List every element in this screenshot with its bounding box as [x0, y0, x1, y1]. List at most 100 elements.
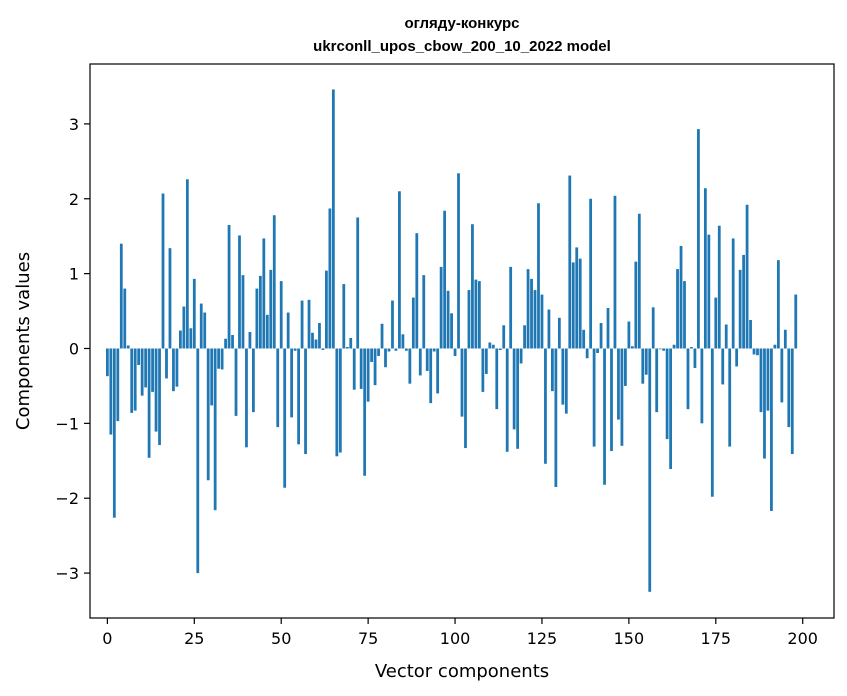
- bar-172: [703, 188, 707, 349]
- bar-157: [651, 307, 655, 349]
- bar-134: [571, 262, 575, 349]
- bar-137: [582, 329, 586, 349]
- bar-186: [752, 348, 756, 355]
- bar-27: [199, 303, 203, 349]
- bar-26: [196, 348, 200, 574]
- bar-131: [561, 348, 565, 405]
- bar-93: [429, 348, 433, 404]
- bar-116: [509, 266, 513, 349]
- bar-103: [464, 348, 467, 449]
- bar-155: [644, 348, 648, 375]
- bar-154: [641, 348, 645, 384]
- bar-105: [471, 224, 474, 349]
- bar-196: [787, 348, 791, 428]
- bar-127: [547, 309, 551, 349]
- bar-190: [766, 348, 770, 411]
- bar-71: [352, 348, 356, 390]
- y-tick-label: 1: [69, 265, 79, 284]
- bar-130: [557, 317, 561, 349]
- y-tick-label: −2: [55, 489, 79, 508]
- bar-144: [606, 308, 610, 349]
- bar-192: [773, 344, 777, 349]
- x-tick-label: 0: [102, 629, 112, 648]
- bar-110: [488, 342, 492, 349]
- bar-52: [286, 312, 290, 349]
- bar-102: [460, 348, 464, 417]
- bar-149: [624, 348, 627, 386]
- bar-187: [756, 348, 759, 356]
- bar-158: [655, 348, 659, 413]
- bar-112: [495, 348, 499, 410]
- bar-170: [697, 129, 700, 349]
- bar-41: [248, 332, 252, 349]
- bar-106: [474, 279, 478, 349]
- bar-147: [617, 348, 620, 420]
- bar-51: [283, 348, 287, 488]
- bar-28: [203, 312, 207, 349]
- bar-15: [158, 348, 161, 446]
- bar-54: [293, 348, 297, 351]
- bar-35: [227, 224, 231, 349]
- bar-122: [530, 278, 533, 349]
- bar-98: [446, 290, 450, 349]
- bar-88: [411, 297, 415, 349]
- bar-10: [140, 348, 144, 396]
- bar-129: [554, 348, 558, 487]
- bar-69: [345, 346, 349, 349]
- x-tick-label: 25: [184, 629, 204, 648]
- bar-33: [220, 348, 224, 370]
- bar-124: [537, 203, 540, 349]
- x-tick-label: 125: [527, 629, 558, 648]
- bar-100: [453, 348, 457, 356]
- bar-166: [683, 281, 686, 349]
- bar-161: [665, 348, 669, 440]
- bar-169: [693, 348, 697, 368]
- bar-198: [794, 294, 798, 349]
- bar-153: [637, 213, 641, 349]
- bar-113: [498, 348, 502, 350]
- bar-73: [359, 348, 363, 389]
- bar-168: [690, 346, 693, 349]
- bar-183: [742, 254, 745, 349]
- bar-65: [331, 89, 335, 349]
- bar-177: [721, 348, 725, 385]
- bar-150: [627, 321, 631, 349]
- bar-108: [481, 348, 485, 392]
- bar-23: [185, 179, 189, 349]
- bar-61: [318, 323, 321, 349]
- x-tick-label: 175: [701, 629, 732, 648]
- bar-87: [408, 348, 412, 384]
- bar-109: [484, 348, 488, 374]
- bar-142: [599, 323, 603, 349]
- bar-30: [210, 348, 214, 406]
- bar-182: [738, 269, 742, 349]
- bar-115: [505, 348, 509, 452]
- x-tick-label: 75: [358, 629, 378, 648]
- bar-48: [272, 215, 276, 349]
- bar-66: [335, 348, 339, 457]
- bar-148: [620, 348, 624, 446]
- bar-136: [578, 258, 582, 349]
- bar-16: [161, 193, 165, 349]
- x-axis-ticks: 0 25 50 75 100 125 150 175 200: [102, 618, 818, 648]
- bar-138: [585, 348, 589, 359]
- bar-0: [105, 348, 109, 377]
- bar-46: [265, 314, 269, 349]
- bar-185: [749, 320, 752, 349]
- bar-195: [783, 329, 787, 349]
- bar-189: [763, 348, 766, 459]
- bar-84: [398, 191, 401, 349]
- bars-group: [105, 89, 798, 592]
- bar-193: [776, 260, 780, 349]
- bar-57: [304, 348, 307, 455]
- bar-123: [533, 290, 537, 349]
- bar-22: [182, 306, 186, 349]
- bar-132: [564, 348, 568, 414]
- bar-160: [662, 348, 666, 351]
- bar-80: [384, 348, 387, 368]
- chart-title-line-2: ukrconll_upos_cbow_200_10_2022 model: [313, 38, 611, 55]
- bar-1: [109, 348, 113, 435]
- bar-5: [123, 288, 127, 349]
- bar-176: [717, 225, 721, 349]
- bar-171: [700, 348, 704, 424]
